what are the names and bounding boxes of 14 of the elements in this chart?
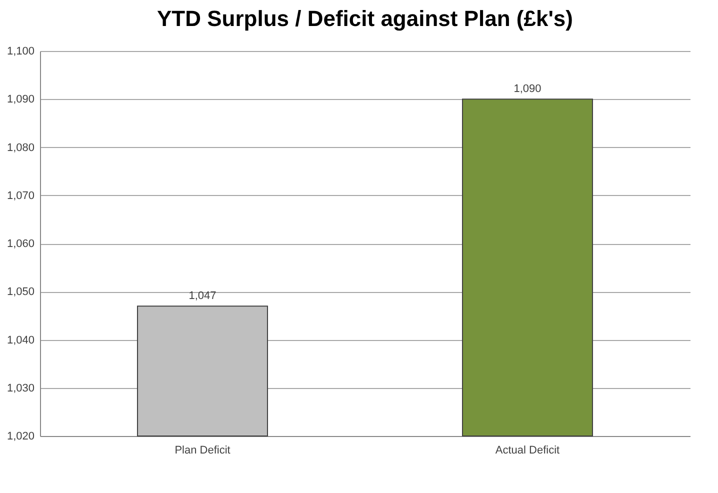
x-tick-label: Plan Deficit [174, 444, 230, 456]
y-tick-label: 1,060 [6, 238, 34, 250]
y-tick-label: 1,040 [6, 334, 34, 346]
y-tick-label: 1,080 [6, 142, 34, 154]
y-tick-label: 1,070 [6, 190, 34, 202]
chart-title: YTD Surplus / Deficit against Plan (£k's) [157, 6, 573, 31]
y-tick-label: 1,090 [6, 94, 34, 106]
y-tick-label: 1,100 [6, 46, 34, 58]
data-label: 1,090 [514, 83, 542, 96]
y-tick-label: 1,020 [6, 430, 34, 442]
data-label: 1,047 [188, 290, 216, 302]
y-tick-label: 1,050 [6, 286, 34, 298]
x-tick-label: Actual Deficit [495, 444, 560, 456]
y-tick-label: 1,030 [6, 382, 34, 394]
